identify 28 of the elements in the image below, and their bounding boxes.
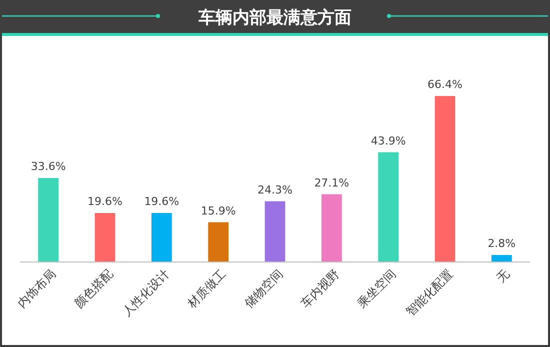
- bar: [94, 213, 116, 262]
- x-tick-label: 材质做工: [184, 266, 229, 312]
- data-label: 33.6%: [30, 160, 66, 173]
- data-label: 27.1%: [314, 176, 350, 190]
- x-tick-label: 乘坐空间: [354, 266, 399, 310]
- bar: [151, 213, 172, 262]
- data-label: 2.8%: [488, 237, 516, 250]
- bar: [38, 178, 59, 262]
- x-tick-label: 颜色搭配: [72, 266, 116, 310]
- bar: [264, 201, 286, 262]
- chart-title: 车辆内部最满意方面: [198, 8, 352, 28]
- data-label: 15.9%: [200, 204, 236, 218]
- bar: [434, 96, 456, 262]
- data-label: 19.6%: [88, 195, 122, 208]
- data-label: 19.6%: [144, 195, 180, 208]
- bar: [491, 255, 512, 262]
- x-tick-label: 储物空间: [242, 266, 286, 310]
- x-tick-label: 智能化配置: [403, 266, 456, 319]
- x-tick-label: 人性化设计: [120, 266, 172, 319]
- bar: [378, 152, 399, 262]
- x-tick-label: 无: [494, 266, 512, 285]
- bar: [321, 194, 342, 262]
- x-tick-label: 内饰布局: [14, 266, 59, 310]
- bar: [208, 222, 229, 262]
- data-label: 43.9%: [370, 134, 406, 148]
- data-label: 24.3%: [258, 183, 292, 196]
- x-tick-label: 车内视野: [298, 266, 342, 310]
- data-label: 66.4%: [428, 78, 462, 91]
